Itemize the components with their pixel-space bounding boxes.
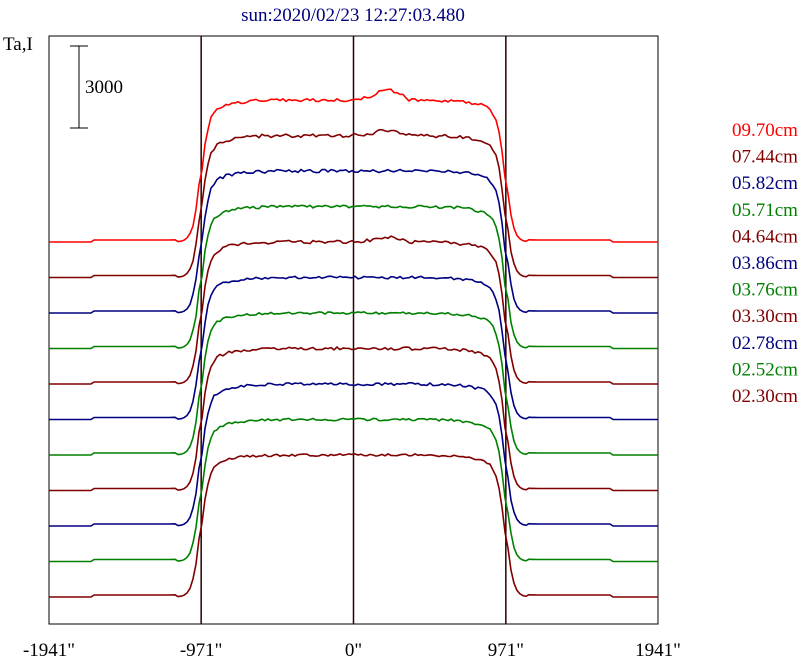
x-tick-label: 971" xyxy=(488,640,524,661)
x-tick-labels: -1941" -971" 0" 971" 1941" xyxy=(23,640,681,661)
series-layer xyxy=(49,88,658,598)
series-line-03.30cm xyxy=(49,346,658,492)
legend-item: 02.30cm xyxy=(732,386,798,407)
scale-bar: 3000 xyxy=(70,45,123,129)
series-line-05.71cm xyxy=(49,204,658,350)
legend-item: 03.30cm xyxy=(732,306,798,327)
x-tick-label: 0" xyxy=(345,640,362,661)
series-line-09.70cm xyxy=(49,88,658,243)
series-line-02.52cm xyxy=(49,417,658,563)
x-tick-label: -971" xyxy=(180,640,223,661)
legend-item: 03.86cm xyxy=(732,253,798,274)
series-line-04.64cm xyxy=(49,235,658,385)
series-line-02.78cm xyxy=(49,381,658,527)
series-line-02.30cm xyxy=(49,452,658,598)
series-line-05.82cm xyxy=(49,168,658,314)
legend-item: 04.64cm xyxy=(732,226,798,247)
legend-item: 02.52cm xyxy=(732,359,798,380)
reference-lines xyxy=(200,36,507,624)
legend-item: 05.82cm xyxy=(732,173,798,194)
series-line-07.44cm xyxy=(49,129,658,279)
legend-item: 02.78cm xyxy=(732,333,798,354)
legend-item: 07.44cm xyxy=(732,147,798,168)
y-axis-label: Ta,I xyxy=(3,34,33,55)
legend-item: 05.71cm xyxy=(732,200,798,221)
scale-bar-label: 3000 xyxy=(85,77,123,98)
x-tick-label: -1941" xyxy=(23,640,75,661)
legend-item: 03.76cm xyxy=(732,280,798,301)
legend-item: 09.70cm xyxy=(732,120,798,141)
legend: 09.70cm 07.44cm 05.82cm 05.71cm 04.64cm 03.86… xyxy=(732,120,798,407)
chart-title: sun:2020/02/23 12:27:03.480 xyxy=(241,5,465,26)
series-line-03.76cm xyxy=(49,310,658,456)
series-line-03.86cm xyxy=(49,275,658,421)
x-tick-label: 1941" xyxy=(635,640,681,661)
